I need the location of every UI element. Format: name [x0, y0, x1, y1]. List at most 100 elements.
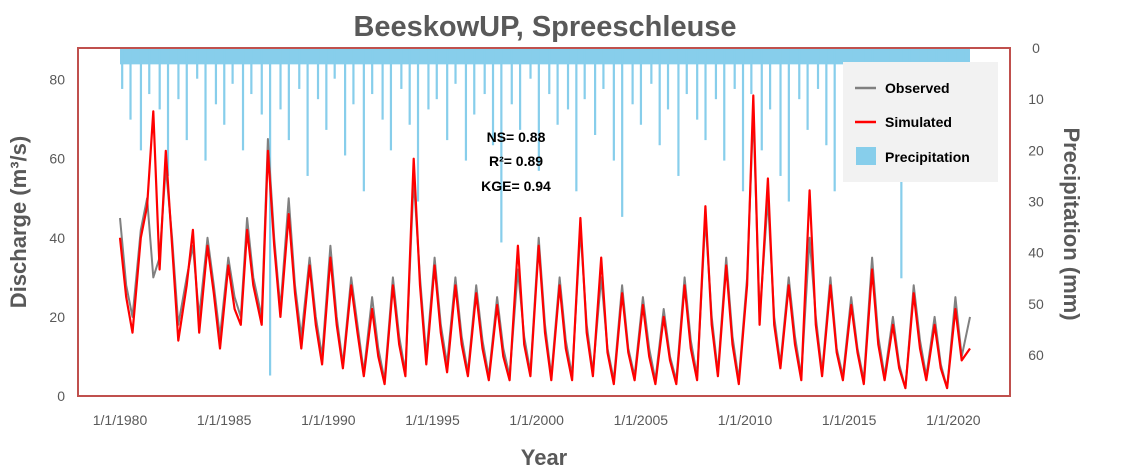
- x-tick-label: 1/1/2005: [614, 412, 669, 428]
- precipitation-bar: [825, 49, 828, 146]
- precipitation-bar: [760, 49, 763, 151]
- precipitation-bar: [371, 49, 374, 95]
- precipitation-bar: [529, 49, 532, 79]
- precipitation-bar: [650, 49, 653, 84]
- precipitation-bar: [473, 49, 476, 115]
- legend-precipitation-swatch: [856, 147, 876, 165]
- precipitation-bar: [769, 49, 772, 110]
- x-axis-ticks: 1/1/1980 1/1/1985 1/1/1990 1/1/1995 1/1/2000…: [93, 412, 981, 428]
- precipitation-bar: [583, 49, 586, 100]
- legend: Observed Simulated Precipitation: [843, 62, 998, 182]
- precipitation-bar: [185, 49, 188, 141]
- y2-tick-label: 60: [1028, 347, 1044, 363]
- precipitation-bar: [316, 49, 320, 100]
- precipitation-bar: [260, 49, 263, 115]
- y-axis-label: Discharge (m³/s): [6, 136, 31, 308]
- precipitation-bar: [139, 49, 143, 151]
- precipitation-bar: [696, 49, 699, 120]
- precipitation-bar: [483, 49, 486, 95]
- x-tick-label: 1/1/2000: [509, 412, 564, 428]
- precipitation-bar: [298, 49, 301, 89]
- precipitation-bar: [464, 49, 468, 161]
- precipitation-bar: [704, 49, 707, 141]
- legend-precipitation-label: Precipitation: [885, 149, 970, 165]
- precipitation-bar: [548, 49, 551, 95]
- x-tick-label: 1/1/1980: [93, 412, 148, 428]
- precipitation-bar: [196, 49, 199, 79]
- precipitation-bar: [612, 49, 615, 161]
- discharge-lines: [118, 94, 971, 390]
- precipitation-bar: [537, 49, 540, 171]
- ns-stat: NS= 0.88: [487, 129, 546, 145]
- precipitation-bar: [454, 49, 457, 84]
- x-tick-label: 1/1/2020: [926, 412, 981, 428]
- y-tick-label: 0: [57, 388, 65, 404]
- y2-tick-label: 30: [1028, 194, 1044, 210]
- precipitation-bar: [658, 49, 661, 146]
- precipitation-bar: [231, 49, 234, 84]
- precipitation-bar: [241, 49, 245, 151]
- chart-title: BeeskowUP, Spreeschleuse: [353, 11, 736, 43]
- precipitation-bar: [333, 49, 336, 79]
- precipitation-bar: [677, 49, 680, 176]
- legend-observed-label: Observed: [885, 80, 950, 96]
- precipitation-bar: [798, 49, 801, 100]
- x-axis-label: Year: [521, 445, 568, 470]
- precipitation-bar: [148, 49, 151, 95]
- y-tick-label: 80: [49, 72, 65, 88]
- precipitation-bar: [427, 49, 430, 110]
- x-tick-label: 1/1/2010: [718, 412, 773, 428]
- precipitation-bar: [250, 49, 253, 95]
- precipitation-bar: [306, 49, 309, 176]
- precipitation-base-band: [120, 49, 970, 65]
- precipitation-bar: [714, 49, 718, 100]
- precipitation-bar: [733, 49, 736, 89]
- precipitation-bar: [121, 49, 124, 89]
- precipitation-bar: [491, 49, 495, 146]
- precipitation-bar: [750, 49, 753, 95]
- precipitation-bar: [352, 49, 355, 105]
- precipitation-bar: [685, 49, 688, 95]
- precipitation-bar: [666, 49, 670, 110]
- precipitation-bar: [575, 49, 578, 192]
- precipitation-bar: [500, 49, 503, 243]
- precipitation-bar: [279, 49, 282, 110]
- y-tick-label: 20: [49, 309, 65, 325]
- precipitation-bar: [204, 49, 207, 161]
- precipitation-bar: [223, 49, 226, 125]
- y-tick-label: 40: [49, 230, 65, 246]
- x-tick-label: 1/1/1990: [301, 412, 356, 428]
- precipitation-bar: [519, 49, 522, 130]
- precipitation-bar: [400, 49, 403, 89]
- precipitation-bar: [787, 49, 790, 202]
- y2-tick-label: 40: [1028, 245, 1044, 261]
- y2-tick-label: 10: [1028, 91, 1044, 107]
- x-tick-label: 1/1/1985: [197, 412, 252, 428]
- precipitation-bar: [639, 49, 643, 125]
- precipitation-bar: [806, 49, 809, 130]
- precipitation-bar: [594, 49, 597, 135]
- precipitation-bar: [621, 49, 624, 217]
- y-axis-ticks: 0 20 40 60 80: [49, 72, 65, 404]
- precipitation-bar: [166, 49, 170, 176]
- precipitation-bar: [381, 49, 384, 120]
- precipitation-bar: [556, 49, 559, 125]
- precipitation-bar: [566, 49, 570, 110]
- precipitation-bar: [779, 49, 782, 176]
- y2-tick-label: 20: [1028, 142, 1044, 158]
- x-tick-label: 1/1/2015: [822, 412, 877, 428]
- y-tick-label: 60: [49, 151, 65, 167]
- precipitation-bar: [287, 49, 290, 141]
- precipitation-bar: [510, 49, 513, 105]
- precipitation-bar: [416, 49, 420, 202]
- precipitation-bar: [129, 49, 132, 120]
- simulated-line: [118, 94, 971, 390]
- y2-axis-label: Precipitation (mm): [1059, 127, 1084, 320]
- x-tick-label: 1/1/1995: [405, 412, 460, 428]
- precipitation-bar: [435, 49, 438, 100]
- precipitation-bar: [602, 49, 605, 89]
- precipitation-bar: [177, 49, 180, 100]
- y2-tick-label: 0: [1032, 40, 1040, 56]
- precipitation-bar: [631, 49, 634, 105]
